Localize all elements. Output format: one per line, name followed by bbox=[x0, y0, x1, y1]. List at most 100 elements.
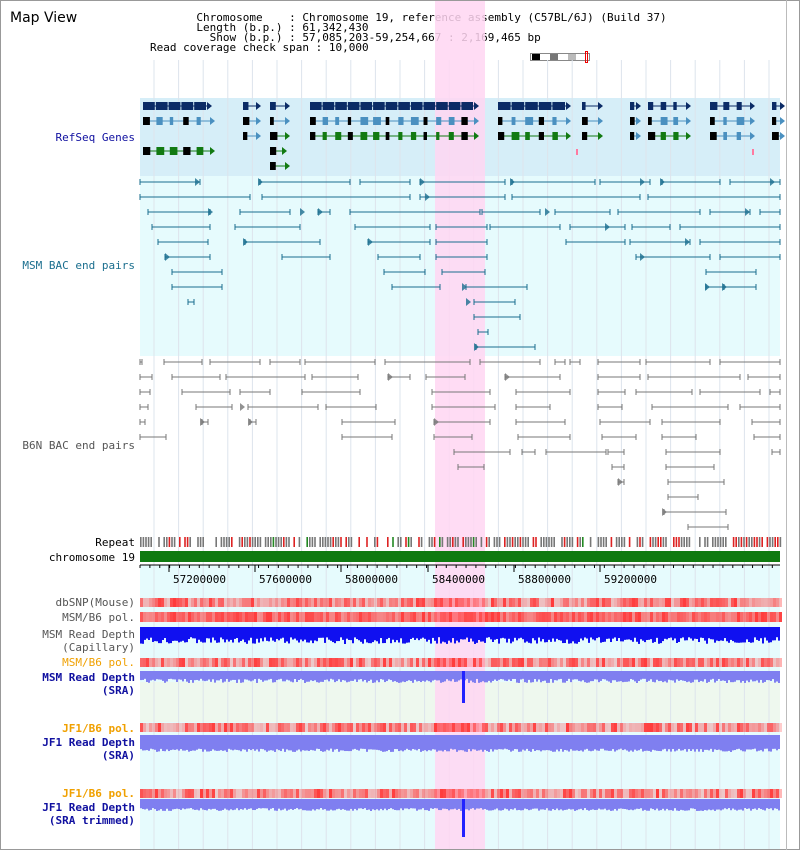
depth-bin bbox=[230, 735, 232, 750]
depth-bin bbox=[452, 627, 454, 639]
b6n-bac-track-label[interactable]: B6N BAC end pairs bbox=[22, 439, 135, 452]
depth-bin bbox=[586, 627, 588, 639]
polymorphism-bin bbox=[197, 723, 200, 732]
depth-bin bbox=[526, 671, 528, 683]
depth-bin bbox=[396, 671, 398, 683]
chromosome-ideogram[interactable] bbox=[530, 51, 590, 63]
repeat-element bbox=[241, 537, 243, 547]
repeat-element bbox=[704, 537, 706, 547]
polymorphism-bin bbox=[497, 658, 500, 667]
polymorphism-bin bbox=[578, 612, 581, 622]
polymorphism-bin bbox=[620, 658, 623, 667]
depth-bin bbox=[624, 735, 626, 750]
depth-bin bbox=[298, 799, 300, 810]
polymorphism-bin bbox=[170, 789, 173, 798]
jf1-depth-trim-label[interactable]: JF1 Read Depth (SRA trimmed) bbox=[42, 801, 135, 827]
polymorphism-bin bbox=[548, 789, 551, 798]
polymorphism-bin bbox=[608, 612, 611, 622]
polymorphism-bin bbox=[650, 612, 653, 622]
gene-exon bbox=[660, 117, 668, 125]
polymorphism-bin bbox=[521, 723, 524, 732]
depth-bin bbox=[526, 627, 528, 642]
depth-bin bbox=[492, 671, 494, 681]
depth-spike bbox=[462, 799, 465, 837]
depth-bin bbox=[388, 627, 390, 638]
depth-bin bbox=[384, 799, 386, 809]
depth-bin bbox=[690, 799, 692, 809]
jf1-b6-pol-label[interactable]: JF1/B6 pol. bbox=[62, 722, 135, 735]
depth-bin bbox=[194, 735, 196, 751]
selected-region-band bbox=[435, 0, 485, 850]
polymorphism-bin bbox=[527, 612, 530, 622]
polymorphism-bin bbox=[380, 723, 383, 732]
repeat-element bbox=[433, 537, 436, 547]
depth-bin bbox=[244, 735, 246, 750]
gene-strand-arrow bbox=[780, 117, 785, 125]
polymorphism-bin bbox=[524, 658, 527, 667]
msm-b6-pol-track-label[interactable]: MSM/B6 pol. bbox=[62, 611, 135, 624]
polymorphism-bin bbox=[521, 612, 524, 622]
view-marker[interactable] bbox=[585, 51, 588, 63]
polymorphism-bin bbox=[593, 658, 596, 667]
depth-bin bbox=[558, 735, 560, 752]
msm-depth-capillary-label[interactable]: MSM Read Depth (Capillary) bbox=[42, 628, 135, 654]
jf1-depth-label[interactable]: JF1 Read Depth (SRA) bbox=[42, 736, 135, 762]
polymorphism-bin bbox=[674, 612, 677, 622]
dbsnp-track-label[interactable]: dbSNP(Mouse) bbox=[55, 596, 135, 609]
coverage-label: Read coverage check span bbox=[150, 41, 309, 54]
polymorphism-bin bbox=[497, 789, 500, 798]
depth-bin bbox=[540, 671, 542, 683]
polymorphism-bin bbox=[737, 789, 740, 798]
axis-tick-label: 58000000 bbox=[345, 573, 398, 586]
depth-bin bbox=[416, 627, 418, 639]
msm-bac-track-label[interactable]: MSM BAC end pairs bbox=[22, 259, 135, 272]
polymorphism-bin bbox=[683, 612, 686, 622]
depth-bin bbox=[590, 735, 592, 752]
depth-bin bbox=[202, 627, 204, 643]
polymorphism-bin bbox=[185, 598, 188, 607]
gene-strand-arrow bbox=[282, 147, 287, 155]
depth-bin bbox=[430, 671, 432, 683]
depth-bin bbox=[560, 627, 562, 641]
depth-bin bbox=[642, 799, 644, 811]
polymorphism-bin bbox=[527, 723, 530, 732]
depth-bin bbox=[616, 671, 618, 682]
depth-bin bbox=[436, 671, 438, 681]
depth-bin bbox=[370, 735, 372, 750]
polymorphism-bin bbox=[437, 723, 440, 732]
depth-bin bbox=[314, 735, 316, 751]
depth-bin bbox=[704, 627, 706, 641]
msm-depth-sra-label[interactable]: MSM Read Depth (SRA) bbox=[42, 671, 135, 697]
polymorphism-bin bbox=[260, 723, 263, 732]
repeat-element bbox=[272, 537, 275, 547]
depth-bin bbox=[534, 627, 536, 641]
depth-bin bbox=[514, 671, 516, 679]
polymorphism-bin bbox=[275, 658, 278, 667]
polymorphism-bin bbox=[209, 612, 212, 622]
polymorphism-bin bbox=[206, 658, 209, 667]
depth-bin bbox=[596, 799, 598, 810]
depth-bin bbox=[452, 671, 454, 680]
repeat-element bbox=[657, 537, 659, 547]
depth-bin bbox=[312, 735, 314, 751]
polymorphism-bin bbox=[761, 598, 764, 607]
polymorphism-bin bbox=[230, 658, 233, 667]
polymorphism-bin bbox=[476, 723, 479, 732]
polymorphism-bin bbox=[161, 789, 164, 798]
depth-bin bbox=[424, 799, 426, 811]
polymorphism-bin bbox=[422, 598, 425, 607]
depth-bin bbox=[576, 627, 578, 644]
polymorphism-bin bbox=[644, 612, 647, 622]
polymorphism-bin bbox=[734, 789, 737, 798]
polymorphism-bin bbox=[563, 723, 566, 732]
jf1-b6-pol-trim-label[interactable]: JF1/B6 pol. bbox=[62, 787, 135, 800]
msm-b6-pol-sra-label[interactable]: MSM/B6 pol. bbox=[62, 656, 135, 669]
depth-bin bbox=[298, 735, 300, 750]
gene-exon bbox=[582, 102, 586, 110]
gene-strand-arrow bbox=[256, 102, 261, 110]
refseq-track-label[interactable]: RefSeq Genes bbox=[55, 131, 135, 144]
depth-bin bbox=[334, 671, 336, 683]
polymorphism-bin bbox=[143, 612, 146, 622]
polymorphism-bin bbox=[302, 658, 305, 667]
